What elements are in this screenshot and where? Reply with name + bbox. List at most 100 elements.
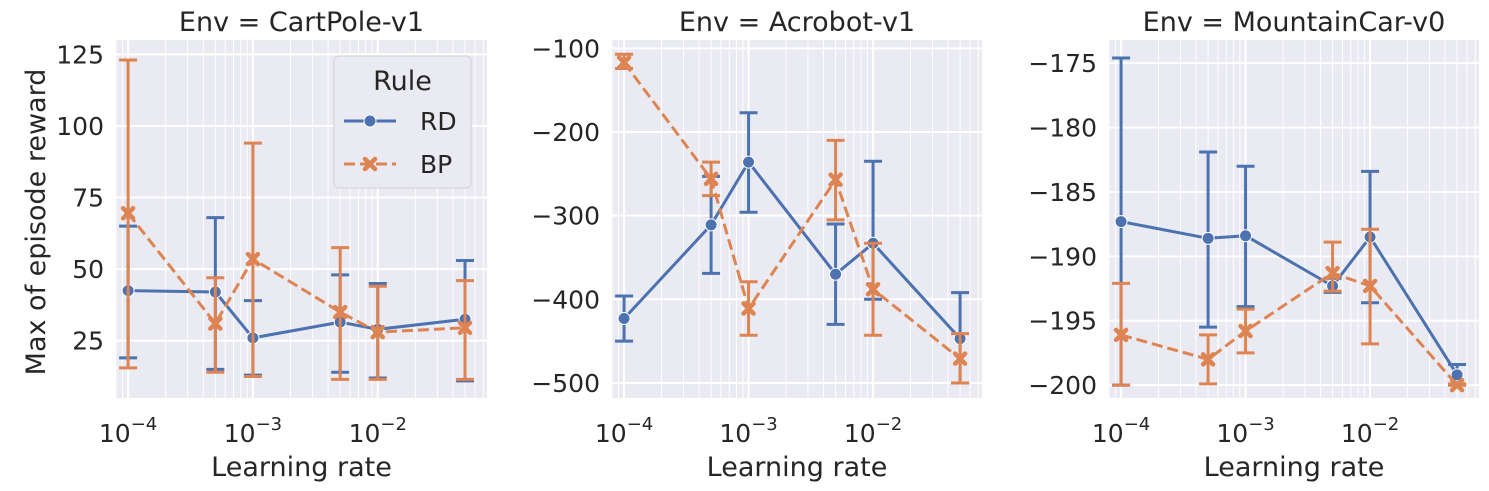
data-point [1113,327,1129,343]
legend-title: Rule [373,66,432,97]
plot-background [1109,40,1479,398]
data-point [457,320,473,336]
x-tick-label: 10−2 [844,414,902,448]
x-tick-exponent: −2 [876,414,903,435]
y-tick-label: 125 [56,40,104,69]
x-tick-exponent: −4 [1124,414,1151,435]
data-point [617,312,631,326]
x-tick-base: 10 [1092,419,1124,448]
x-axis-label: Learning rate [707,452,888,483]
data-point [703,171,719,187]
legend-label: RD [420,107,457,136]
y-tick-label: −190 [1028,242,1097,271]
data-point [1239,229,1253,243]
legend: Rule RD BP [333,55,472,189]
y-tick-label: −195 [1028,307,1097,336]
legend-item-rd: RD [344,107,457,136]
y-tick-label: −175 [1028,49,1097,78]
x-tick-label: 10−3 [719,414,777,448]
data-point [1450,368,1464,382]
data-point [1449,377,1465,393]
data-point [741,301,756,316]
x-tick-base: 10 [349,419,381,448]
data-point [245,251,261,267]
y-tick-label: 25 [72,327,104,356]
x-tick-exponent: −4 [627,414,654,435]
data-point [1114,215,1128,229]
y-tick-label: 75 [72,184,104,213]
x-axis-label: Learning rate [211,452,392,483]
legend-marker [363,114,377,128]
x-tick-exponent: −2 [1373,414,1400,435]
x-tick-exponent: −2 [380,414,407,435]
series-line [623,160,962,340]
data-point [704,218,718,232]
data-point [1362,278,1378,294]
x-tick-base: 10 [595,419,627,448]
data-point [616,55,632,70]
x-tick-label: 10−3 [224,414,282,448]
data-point [370,324,386,340]
series-bp [119,58,475,381]
x-tick-base: 10 [1216,419,1248,448]
series-bp [1112,227,1467,393]
panel-title: Env = MountainCar-v0 [1143,7,1446,38]
x-tick-base: 10 [224,419,256,448]
x-tick-label: 10−2 [1341,414,1399,448]
y-tick-label: −400 [531,285,600,314]
legend-label: BP [420,150,452,179]
x-tick-base: 10 [844,419,876,448]
y-tick-label: −200 [531,118,600,147]
data-point [742,155,756,169]
y-tick-label: −300 [531,202,600,231]
series-line [126,212,466,334]
legend-item-bp: BP [344,150,452,179]
x-tick-label: 10−4 [1092,414,1150,448]
data-point [120,206,136,221]
y-tick-label: 100 [56,112,104,141]
y-tick-label: −500 [531,369,600,398]
data-point [1201,231,1215,245]
plot-background [612,40,982,398]
y-tick-label: −185 [1028,178,1097,207]
data-point [1325,265,1340,281]
x-tick-base: 10 [1341,419,1373,448]
data-point [952,351,968,366]
x-tick-label: 10−4 [595,414,653,448]
series-line [622,61,962,360]
x-tick-exponent: −4 [131,414,158,435]
x-tick-label: 10−3 [1216,414,1274,448]
x-tick-exponent: −3 [1248,414,1275,435]
data-point [1200,352,1216,367]
shared-y-axis-label: Max of episode reward [21,69,52,376]
y-tick-label: −180 [1028,114,1097,143]
y-tick-label: 50 [72,255,104,284]
panel-title: Env = CartPole-v1 [179,7,424,38]
x-axis-label: Learning rate [1204,452,1385,483]
legend-frame [333,55,472,189]
y-tick-label: −100 [531,34,600,63]
error-bar [1323,240,1342,293]
data-point [829,267,843,281]
data-point [208,316,223,331]
data-point [865,282,881,297]
x-tick-base: 10 [719,419,751,448]
x-tick-label: 10−4 [99,414,157,448]
series-bp [615,52,970,385]
x-tick-exponent: −3 [256,414,283,435]
x-tick-base: 10 [99,419,131,448]
series-line [128,289,466,340]
x-tick-label: 10−2 [349,414,407,448]
x-tick-exponent: −3 [751,414,778,435]
series-line [1120,220,1459,376]
data-point [828,172,843,187]
data-point [332,304,348,320]
data-point [1238,323,1253,339]
panel-title: Env = Acrobot-v1 [679,7,915,38]
legend-marker [362,156,378,172]
grid [1108,40,1479,398]
